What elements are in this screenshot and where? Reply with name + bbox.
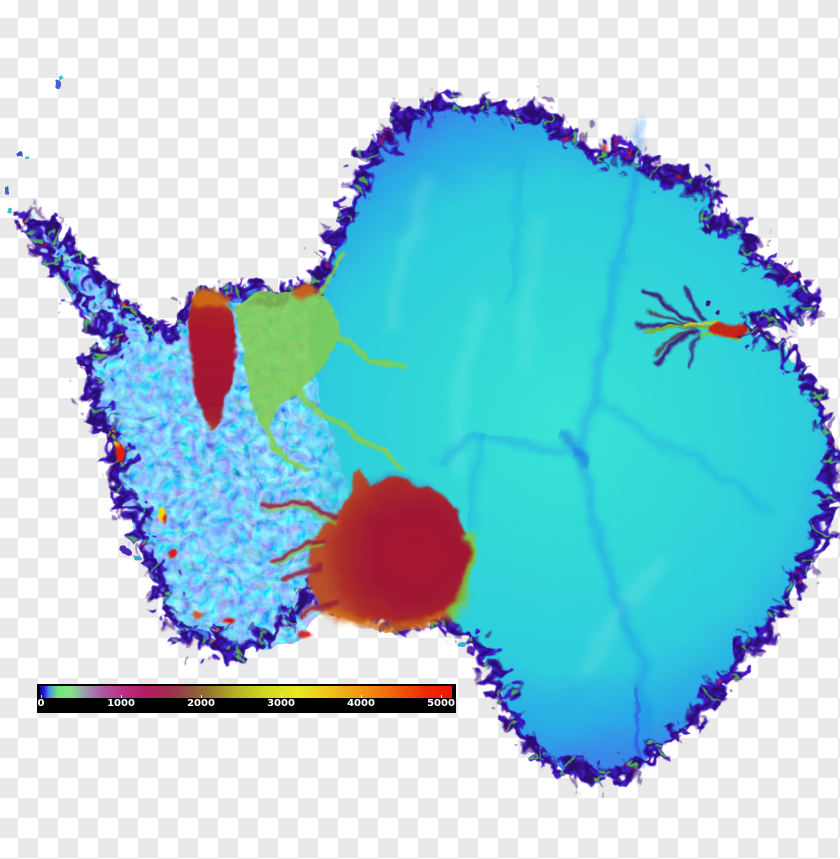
ice-streams (435, 122, 769, 770)
colorbar-tick-mark (361, 695, 362, 698)
color-scale-legend: 0 1000 2000 3000 4000 5000 (37, 684, 456, 713)
ronne-ice-shelf-region (188, 251, 406, 474)
colorbar-tick-label: 1000 (107, 698, 135, 709)
continent-silhouette (5, 76, 838, 777)
coastal-hotspots (113, 137, 680, 639)
colorbar-tick-mark (441, 695, 442, 698)
colorbar-tick-label: 5000 (427, 698, 455, 709)
colorbar-tick-label: 2000 (187, 698, 215, 709)
islands (5, 76, 838, 654)
colorbar-tick-label: 3000 (267, 698, 295, 709)
colorbar-tick-label: 0 (37, 698, 45, 709)
ross-red-core (310, 468, 472, 627)
colorbar-gradient (40, 686, 452, 698)
colorbar-tick-mark (121, 695, 122, 698)
colorbar-tick-mark (281, 695, 282, 698)
ronne-green-shelf (236, 291, 339, 432)
amery-glacier-region (638, 286, 746, 368)
interior-highlight-streaks (387, 175, 665, 681)
ross-ice-shelf-region (263, 468, 476, 633)
colorbar-tick-mark (201, 695, 202, 698)
colorbar-tick-mark (41, 695, 42, 698)
ronne-red-core (188, 293, 237, 434)
colorbar-tick-label: 4000 (347, 698, 375, 709)
